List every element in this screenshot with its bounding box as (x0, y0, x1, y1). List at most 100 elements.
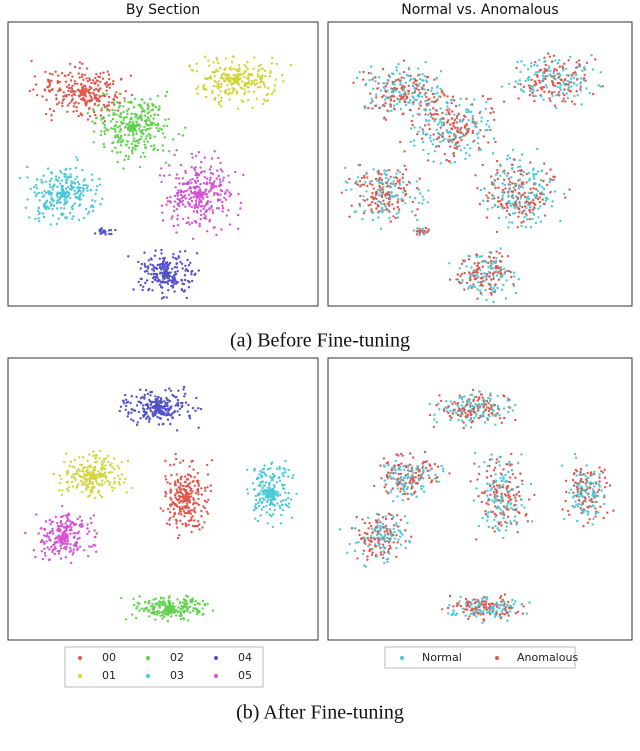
embedding-point (258, 81, 262, 84)
embedding-point (435, 421, 438, 424)
embedding-point (268, 513, 271, 516)
embedding-point (389, 105, 392, 108)
embedding-point (594, 58, 597, 61)
embedding-point (49, 531, 52, 534)
embedding-point (253, 467, 256, 471)
embedding-point (193, 484, 196, 487)
embedding-point (96, 104, 100, 107)
embedding-point (270, 92, 273, 96)
embedding-point (407, 66, 411, 70)
centroid-star (125, 119, 141, 134)
embedding-point (91, 487, 94, 490)
embedding-point (397, 62, 400, 66)
embedding-point (172, 507, 175, 511)
embedding-point (103, 94, 107, 98)
embedding-point (107, 101, 111, 104)
embedding-point (422, 485, 425, 488)
embedding-point (224, 192, 227, 196)
embedding-point (355, 76, 359, 80)
embedding-point (519, 165, 522, 168)
embedding-point (148, 398, 151, 402)
embedding-point (94, 550, 98, 553)
embedding-point (407, 89, 411, 93)
embedding-point (198, 602, 201, 606)
embedding-point (408, 463, 412, 466)
embedding-point (282, 80, 285, 83)
embedding-point (71, 485, 75, 488)
embedding-point (498, 266, 501, 270)
embedding-point (492, 469, 496, 472)
embedding-point (509, 503, 512, 506)
embedding-point (158, 174, 162, 177)
embedding-point (544, 63, 547, 67)
embedding-point (499, 174, 502, 177)
embedding-point (409, 74, 412, 78)
embedding-point (219, 66, 222, 70)
embedding-point (254, 494, 257, 498)
embedding-point (495, 159, 499, 163)
embedding-point (122, 110, 125, 114)
embedding-point (192, 192, 195, 195)
embedding-point (220, 82, 223, 86)
embedding-point (401, 198, 404, 201)
embedding-point (518, 185, 521, 188)
embedding-point (130, 149, 134, 153)
embedding-point (412, 478, 415, 481)
embedding-point (108, 232, 111, 236)
embedding-point (156, 94, 159, 98)
embedding-point (382, 199, 385, 202)
embedding-point (396, 487, 399, 490)
embedding-point (256, 501, 260, 505)
embedding-point (585, 61, 589, 64)
embedding-point (517, 278, 520, 281)
embedding-point (387, 464, 390, 467)
embedding-point (88, 453, 91, 456)
embedding-point (72, 215, 75, 218)
embedding-point (477, 495, 480, 498)
embedding-point (67, 89, 70, 93)
embedding-point (415, 467, 418, 470)
embedding-point (73, 535, 76, 538)
embedding-point (230, 68, 233, 72)
embedding-point (382, 464, 386, 467)
embedding-point (255, 477, 259, 481)
centroid-star (162, 600, 178, 615)
embedding-point (516, 461, 520, 465)
embedding-point (184, 522, 187, 525)
embedding-point (66, 195, 69, 198)
embedding-point (379, 186, 382, 189)
embedding-point (263, 85, 267, 88)
embedding-point (250, 83, 253, 86)
embedding-point (130, 112, 133, 115)
embedding-point (48, 538, 51, 541)
embedding-point (116, 109, 120, 112)
embedding-point (93, 535, 97, 539)
embedding-point (152, 598, 155, 601)
embedding-point (458, 394, 461, 397)
embedding-point (252, 488, 256, 491)
embedding-point (481, 265, 484, 268)
embedding-point (70, 180, 73, 183)
embedding-point (92, 205, 95, 209)
embedding-point (485, 275, 488, 279)
embedding-point (394, 216, 397, 220)
embedding-point (190, 601, 193, 604)
embedding-point (194, 492, 198, 495)
embedding-point (210, 182, 214, 185)
embedding-point (76, 180, 80, 184)
embedding-point (164, 478, 168, 481)
embedding-point (388, 200, 391, 203)
embedding-point (157, 108, 160, 112)
embedding-point (127, 107, 130, 111)
embedding-point (125, 143, 128, 146)
embedding-point (59, 524, 62, 528)
embedding-point (424, 100, 427, 103)
embedding-point (108, 481, 112, 484)
embedding-point (383, 479, 386, 482)
embedding-point (54, 545, 57, 548)
embedding-point (112, 141, 115, 144)
embedding-point (181, 493, 184, 496)
embedding-point (190, 68, 194, 72)
embedding-point (502, 516, 505, 520)
embedding-point (417, 130, 420, 133)
